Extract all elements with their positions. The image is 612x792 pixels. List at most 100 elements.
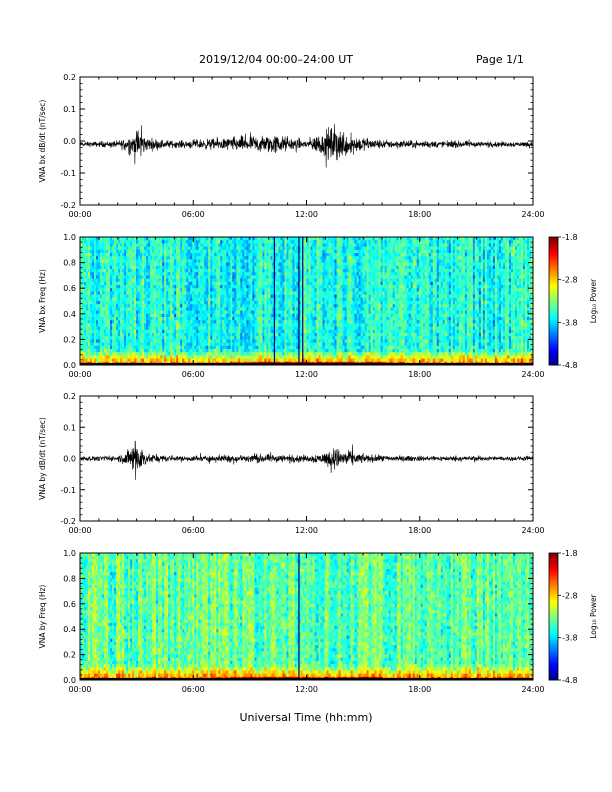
heatmap-cell [156,237,159,241]
heatmap-cell [318,253,321,257]
heatmap-cell [108,345,111,350]
heatmap-cell [178,262,181,267]
heatmap-cell [274,358,277,363]
heatmap-cell [124,246,127,251]
heatmap-cell [228,243,231,247]
heatmap-cell [190,275,193,279]
heatmap-cell [108,243,111,247]
heatmap-cell [176,349,179,353]
heatmap-cell [316,313,319,318]
heatmap-cell [112,358,115,363]
heatmap-cell [122,246,125,251]
heatmap-cell [130,288,133,292]
heatmap-cell [286,342,289,347]
heatmap-cell [284,259,287,263]
heatmap-cell [82,304,85,308]
heatmap-cell [222,237,225,241]
heatmap-cell [112,345,115,350]
heatmap-cell [310,259,313,263]
heatmap-cell [188,265,191,270]
heatmap-cell [228,246,231,251]
heatmap-cell [254,313,257,318]
heatmap-cell [80,310,83,315]
heatmap-cell [166,291,169,295]
heatmap-cell [258,320,261,324]
heatmap-cell [94,304,97,308]
heatmap-cell [172,352,175,356]
heatmap-cell [170,253,173,257]
heatmap-cell [178,342,181,347]
heatmap-cell [114,349,117,353]
heatmap-cell [156,336,159,340]
heatmap-cell [276,333,279,337]
heatmap-cell [316,262,319,267]
heatmap-cell [158,339,161,343]
heatmap-cell [216,243,219,247]
heatmap-cell [192,294,195,299]
heatmap-cell [232,259,235,263]
heatmap-cell [154,240,157,244]
heatmap-cell [200,285,203,289]
heatmap-cell [84,352,87,356]
heatmap-cell [216,310,219,315]
heatmap-cell [274,313,277,318]
heatmap-cell [294,317,297,321]
heatmap-cell [298,259,301,263]
heatmap-cell [132,339,135,343]
heatmap-cell [192,339,195,343]
heatmap-cell [208,310,211,315]
heatmap-cell [236,272,239,276]
heatmap-cell [300,281,303,286]
heatmap-cell [216,269,219,273]
heatmap-cell [114,278,117,283]
heatmap-cell [258,262,261,267]
heatmap-cell [324,243,327,247]
heatmap-cell [152,333,155,337]
heatmap-cell [310,285,313,289]
heatmap-cell [248,304,251,308]
heatmap-cell [106,352,109,356]
heatmap-cell [160,304,163,308]
heatmap-cell [184,297,187,302]
heatmap-cell [132,310,135,315]
heatmap-cell [316,249,319,254]
heatmap-cell [220,313,223,318]
heatmap-cell [238,304,241,308]
heatmap-cell [194,336,197,340]
heatmap-cell [320,265,323,270]
heatmap-cell [214,259,217,263]
heatmap-cell [272,237,275,241]
heatmap-cell [96,326,99,331]
heatmap-cell [126,313,129,318]
heatmap-cell [290,240,293,244]
heatmap-cell [106,256,109,260]
heatmap-cell [86,336,89,340]
heatmap-cell [110,307,113,311]
heatmap-cell [148,294,151,299]
heatmap-cell [254,352,257,356]
heatmap-cell [212,269,215,273]
heatmap-cell [152,301,155,305]
heatmap-cell [286,317,289,321]
heatmap-cell [282,243,285,247]
heatmap-cell [310,265,313,270]
heatmap-cell [264,304,267,308]
heatmap-cell [204,281,207,286]
heatmap-cell [144,339,147,343]
heatmap-cell [178,352,181,356]
heatmap-cell [270,333,273,337]
heatmap-cell [136,285,139,289]
heatmap-cell [316,352,319,356]
heatmap-cell [166,307,169,311]
heatmap-cell [166,310,169,315]
heatmap-cell [92,358,95,363]
heatmap-cell [202,265,205,270]
heatmap-cell [138,237,141,241]
heatmap-cell [100,317,103,321]
heatmap-cell [294,326,297,331]
heatmap-cell [276,262,279,267]
heatmap-cell [284,272,287,276]
heatmap-cell [314,272,317,276]
heatmap-cell [84,272,87,276]
heatmap-cell [140,329,143,334]
